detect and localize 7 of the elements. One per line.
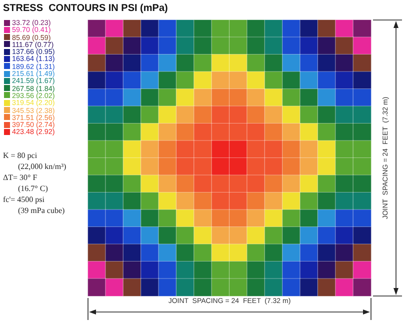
text: fc'= 4500 psi xyxy=(3,194,46,205)
text: (22,000 kn/m³) xyxy=(17,161,66,172)
text: (16.7° C) xyxy=(17,183,49,194)
text: K = 80 pci xyxy=(3,150,38,161)
chart-title: STRESS CONTOURS IN PSI (mPa) xyxy=(3,3,168,14)
text: ΔT= 30° F xyxy=(3,172,38,183)
text: (39 mPa cube) xyxy=(17,205,66,216)
